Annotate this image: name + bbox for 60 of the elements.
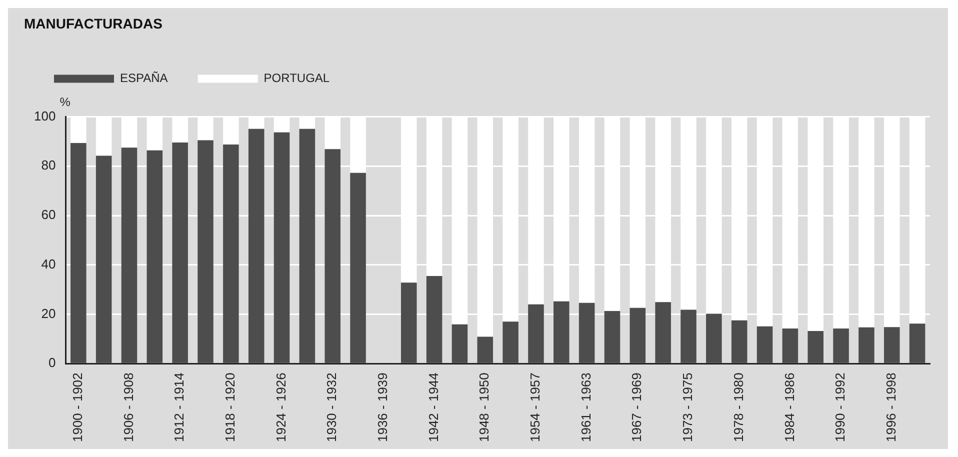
bar [680,310,696,363]
bar [198,140,214,363]
x-tick-label: 1912 - 1914 [172,372,187,442]
bar [554,301,570,363]
y-tick-label: 80 [41,158,56,173]
bar [400,282,417,363]
bar [299,128,316,363]
x-tick-label: 1978 - 1980 [730,372,746,442]
bar [706,314,722,363]
bar [884,327,900,363]
bar [909,324,926,363]
x-tick-label: 1973 - 1975 [680,372,696,442]
bar [70,142,86,363]
bar [858,327,874,363]
x-tick-label: 1918 - 1920 [222,372,238,442]
y-tick-label: 0 [48,355,56,370]
bar [324,149,340,363]
y-axis-title: % [60,95,71,110]
y-tick-label: 60 [41,207,56,222]
bar [248,128,264,363]
bar [630,308,646,363]
x-tick-label: 1954 - 1957 [528,372,543,442]
chart-title: MANUFACTURADAS [24,15,162,32]
x-tick-label: 1961 - 1963 [578,372,594,442]
bar [426,276,442,363]
x-tick-label: 1948 - 1950 [476,372,492,442]
bar [274,132,290,363]
y-tick-label: 100 [34,108,56,124]
x-tick-label: 1924 - 1926 [273,372,288,442]
bar [655,302,671,363]
x-tick-label: 1996 - 1998 [883,372,898,442]
bar [808,331,824,363]
bar [223,144,239,363]
bar [452,324,468,363]
y-tick-label: 20 [41,306,56,321]
bar [578,302,595,363]
bar [756,326,773,363]
x-tick-label: 1967 - 1969 [629,372,644,442]
bar [172,142,188,363]
bar [528,304,544,363]
bar [833,328,849,363]
bar [604,311,620,363]
bar [121,148,138,363]
text: PORTUGAL [264,71,330,86]
x-tick-label: 1990 - 1992 [832,372,848,442]
bar [782,328,798,363]
x-tick-label: 1942 - 1944 [426,372,441,442]
bar [502,322,518,363]
bar [731,320,748,363]
x-tick-label: 1930 - 1932 [324,372,340,442]
x-tick-label: 1900 - 1902 [70,372,85,442]
bar [350,172,366,363]
x-tick-label: 1936 - 1939 [375,372,390,442]
x-tick-label: 1906 - 1908 [120,372,136,442]
y-tick-label: 40 [41,256,56,272]
legend-label: ESPAÑA [120,71,168,86]
bar [96,156,112,363]
bar [146,150,163,363]
bar [477,336,494,363]
x-tick-label: 1984 - 1986 [782,372,797,442]
